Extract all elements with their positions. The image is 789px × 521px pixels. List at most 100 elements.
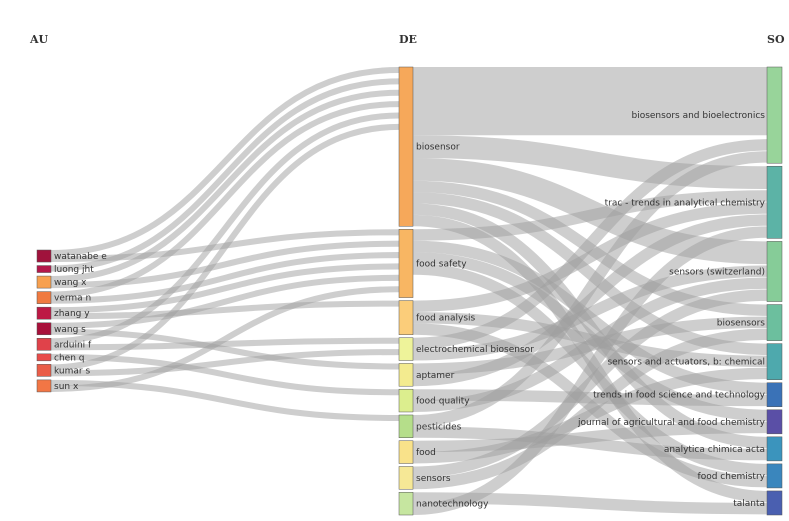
node-de-food[interactable]: food xyxy=(398,440,436,464)
node-so-biosensors-and-bioelectronics[interactable]: biosensors and bioelectronics xyxy=(631,66,783,164)
node-label-au-sun-x: sun x xyxy=(54,382,79,392)
node-bar-au-verma-n[interactable] xyxy=(36,291,52,304)
link-de-pesticides-to-so-analytica-chimica-acta xyxy=(412,426,768,461)
node-bar-so-trac[interactable] xyxy=(766,165,783,239)
node-bar-au-sun-x[interactable] xyxy=(36,379,52,393)
node-label-so-biosensors: biosensors xyxy=(717,319,766,329)
node-bar-de-pesticides[interactable] xyxy=(398,414,414,438)
node-bar-de-food-safety[interactable] xyxy=(398,229,414,298)
node-bar-de-aptamer[interactable] xyxy=(398,363,414,387)
node-bar-so-sensors-switzerland[interactable] xyxy=(766,241,783,302)
node-au-chen-q[interactable]: chen q xyxy=(36,353,84,363)
node-label-de-food: food xyxy=(416,448,436,458)
node-bar-au-watanabe-e[interactable] xyxy=(36,249,52,263)
node-bar-de-food-analysis[interactable] xyxy=(398,300,414,335)
node-label-so-trends-in-food-science: trends in food science and technology xyxy=(593,391,766,401)
node-bar-de-electrochemical-biosensor[interactable] xyxy=(398,337,414,361)
node-label-au-verma-n: verma n xyxy=(54,294,91,304)
node-de-sensors[interactable]: sensors xyxy=(398,466,451,490)
link-au-wang-x-to-de-biosensor xyxy=(50,89,400,283)
node-de-pesticides[interactable]: pesticides xyxy=(398,414,462,438)
node-de-nanotechnology[interactable]: nanotechnology xyxy=(398,491,489,516)
node-bar-au-wang-s[interactable] xyxy=(36,322,52,336)
node-bar-so-food-chemistry[interactable] xyxy=(766,463,783,489)
node-so-food-chemistry[interactable]: food chemistry xyxy=(698,463,783,489)
nodes-layer: watanabe e luong jht wang x verma n zhang y w… xyxy=(36,66,783,516)
link-de-food-quality-to-so-sensors-switzerland xyxy=(412,277,768,412)
node-au-verma-n[interactable]: verma n xyxy=(36,291,91,304)
node-bar-de-food[interactable] xyxy=(398,440,414,464)
link-au-luong-jht-to-de-biosensor xyxy=(50,78,400,272)
link-de-food-safety-to-so-trac xyxy=(412,190,768,241)
node-so-trends-in-food-science[interactable]: trends in food science and technology xyxy=(593,382,783,408)
node-bar-de-nanotechnology[interactable] xyxy=(398,491,414,516)
link-au-kumar-s-to-de-electrochemical-biosensor xyxy=(50,349,400,377)
node-bar-so-sensors-and-actuators[interactable] xyxy=(766,343,783,380)
node-bar-so-analytica-chimica-acta[interactable] xyxy=(766,436,783,462)
node-label-de-sensors: sensors xyxy=(416,474,451,484)
node-bar-so-journal-agri-food-chem[interactable] xyxy=(766,409,783,435)
node-label-de-nanotechnology: nanotechnology xyxy=(416,500,489,510)
link-au-kumar-s-to-de-biosensor xyxy=(50,123,400,371)
node-label-au-chen-q: chen q xyxy=(54,353,84,363)
link-au-sun-x-to-de-food-safety xyxy=(50,286,400,392)
link-de-nanotechnology-to-so-trac xyxy=(412,226,768,516)
node-bar-so-biosensors-and-bioelectronics[interactable] xyxy=(766,66,783,164)
link-de-electrochemical-biosensor-to-so-sensors-switzerland xyxy=(412,265,768,361)
node-bar-so-trends-in-food-science[interactable] xyxy=(766,382,783,408)
link-au-wang-s-to-de-aptamer xyxy=(50,328,400,370)
node-label-au-wang-x: wang x xyxy=(54,278,87,288)
node-de-food-quality[interactable]: food quality xyxy=(398,388,470,413)
node-de-food-safety[interactable]: food safety xyxy=(398,229,467,298)
node-so-sensors-switzerland[interactable]: sensors (switzerland) xyxy=(669,241,783,302)
node-au-arduini-f[interactable]: arduini f xyxy=(36,338,92,351)
node-bar-au-kumar-s[interactable] xyxy=(36,364,52,377)
node-bar-au-wang-x[interactable] xyxy=(36,275,52,289)
node-label-au-zhang-y: zhang y xyxy=(54,309,90,319)
node-de-electrochemical-biosensor[interactable]: electrochemical biosensor xyxy=(398,337,534,361)
node-label-de-pesticides: pesticides xyxy=(416,422,462,432)
node-so-journal-agri-food-chem[interactable]: journal of agricultural and food chemist… xyxy=(577,409,783,435)
node-de-food-analysis[interactable]: food analysis xyxy=(398,300,476,335)
node-bar-au-zhang-y[interactable] xyxy=(36,306,52,320)
node-bar-au-chen-q[interactable] xyxy=(36,353,52,362)
link-au-verma-n-to-de-food-safety xyxy=(50,252,400,304)
node-label-de-aptamer: aptamer xyxy=(416,371,455,381)
link-au-zhang-y-to-de-food-analysis xyxy=(50,300,400,320)
node-au-luong-jht[interactable]: luong jht xyxy=(36,265,94,275)
node-label-de-food-safety: food safety xyxy=(416,259,467,269)
node-label-so-sensors-and-actuators: sensors and actuators, b: chemical xyxy=(607,358,765,368)
node-so-biosensors[interactable]: biosensors xyxy=(717,304,783,341)
node-bar-au-arduini-f[interactable] xyxy=(36,338,52,351)
node-de-aptamer[interactable]: aptamer xyxy=(398,363,455,387)
link-au-arduini-f-to-de-biosensor xyxy=(50,112,400,345)
node-bar-de-sensors[interactable] xyxy=(398,466,414,490)
node-so-trac[interactable]: trac - trends in analytical chemistry xyxy=(605,165,783,239)
node-au-sun-x[interactable]: sun x xyxy=(36,379,79,393)
node-au-kumar-s[interactable]: kumar s xyxy=(36,364,90,377)
node-label-so-biosensors-and-bioelectronics: biosensors and bioelectronics xyxy=(631,111,765,121)
node-au-wang-s[interactable]: wang s xyxy=(36,322,86,336)
node-label-au-wang-s: wang s xyxy=(54,325,86,335)
column-header-so: SO xyxy=(767,33,785,46)
link-au-wang-s-to-de-food-safety xyxy=(50,274,400,329)
node-label-au-arduini-f: arduini f xyxy=(54,340,92,350)
node-so-sensors-and-actuators[interactable]: sensors and actuators, b: chemical xyxy=(607,343,783,380)
node-label-de-electrochemical-biosensor: electrochemical biosensor xyxy=(416,345,534,355)
node-bar-so-biosensors[interactable] xyxy=(766,304,783,341)
node-label-so-talanta: talanta xyxy=(733,499,765,509)
node-au-zhang-y[interactable]: zhang y xyxy=(36,306,90,320)
node-au-wang-x[interactable]: wang x xyxy=(36,275,87,289)
node-bar-de-biosensor[interactable] xyxy=(398,66,414,227)
link-au-arduini-f-to-de-electrochemical-biosensor xyxy=(50,337,400,351)
node-label-so-sensors-switzerland: sensors (switzerland) xyxy=(669,267,765,277)
node-so-analytica-chimica-acta[interactable]: analytica chimica acta xyxy=(664,436,783,462)
node-au-watanabe-e[interactable]: watanabe e xyxy=(36,249,107,263)
node-label-so-analytica-chimica-acta: analytica chimica acta xyxy=(664,445,765,455)
node-so-talanta[interactable]: talanta xyxy=(733,490,783,516)
node-bar-au-luong-jht[interactable] xyxy=(36,265,52,273)
node-de-biosensor[interactable]: biosensor xyxy=(398,66,460,227)
node-bar-so-talanta[interactable] xyxy=(766,490,783,516)
node-label-au-kumar-s: kumar s xyxy=(54,366,90,376)
node-bar-de-food-quality[interactable] xyxy=(398,388,414,413)
